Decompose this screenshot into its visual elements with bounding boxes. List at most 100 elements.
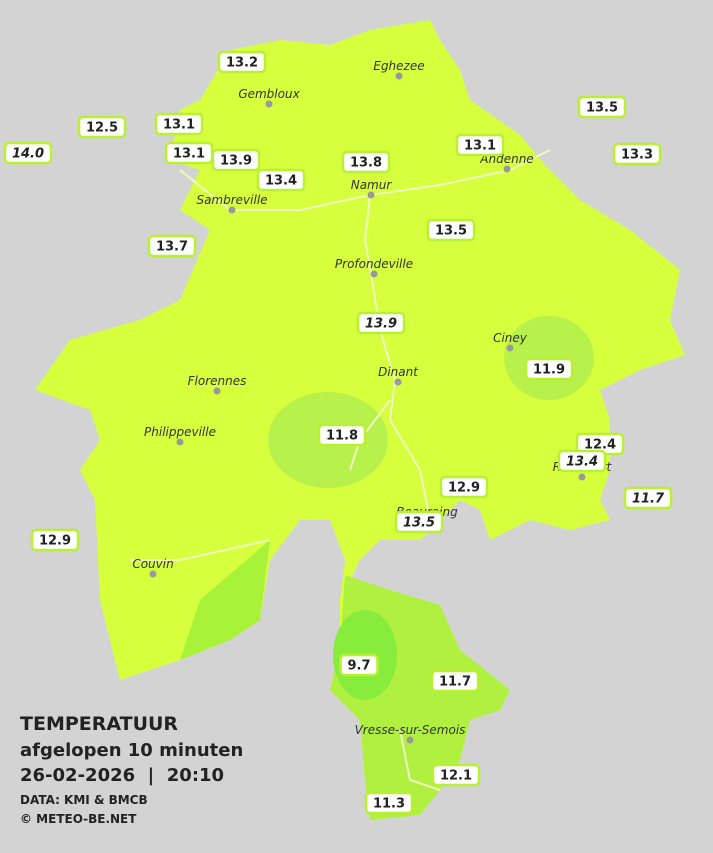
city-dot xyxy=(506,344,514,352)
station-box xyxy=(577,95,627,119)
station-box xyxy=(623,486,673,510)
station-value: 13.3 xyxy=(621,148,653,163)
station: 13.8 xyxy=(341,150,391,174)
station-value: 13.4 xyxy=(566,455,598,470)
station: 13.3 xyxy=(612,142,662,166)
station-value: 11.8 xyxy=(326,429,358,444)
city-label: Sambreville xyxy=(196,193,267,207)
station-value: 13.5 xyxy=(435,224,467,239)
city-label: Profondeville xyxy=(335,257,413,271)
station: 13.9 xyxy=(356,311,406,335)
station-box xyxy=(30,528,80,552)
station: 13.1 xyxy=(455,133,505,157)
city-dot xyxy=(367,191,375,199)
station: 11.8 xyxy=(317,423,367,447)
city-label: Gembloux xyxy=(238,87,300,101)
city-label: Namur xyxy=(351,178,393,192)
city-dot xyxy=(395,72,403,80)
station-box xyxy=(217,50,267,74)
footer-title: TEMPERATUUR xyxy=(20,713,178,735)
city-dot xyxy=(503,165,511,173)
station: 13.5 xyxy=(394,510,444,534)
station-value: 9.7 xyxy=(347,659,370,674)
station-box xyxy=(211,148,261,172)
station-box xyxy=(394,510,444,534)
station: 13.5 xyxy=(577,95,627,119)
city-label: Philippeville xyxy=(144,425,216,439)
station-value: 11.9 xyxy=(533,363,565,378)
station-box xyxy=(431,763,481,787)
station: 11.9 xyxy=(524,357,574,381)
station-value: 13.8 xyxy=(350,156,382,171)
city-dot xyxy=(228,206,236,214)
station-box xyxy=(317,423,367,447)
station-value: 14.0 xyxy=(12,147,44,162)
station-box xyxy=(339,653,379,677)
station-box xyxy=(426,218,476,242)
station-box xyxy=(341,150,391,174)
station-value: 13.7 xyxy=(156,240,188,255)
station-value: 13.1 xyxy=(464,139,496,154)
station-box xyxy=(147,234,197,258)
station-box xyxy=(154,112,204,136)
station-value: 13.5 xyxy=(403,516,435,531)
station-box xyxy=(3,141,53,165)
station-value: 13.5 xyxy=(586,101,618,116)
station-value: 13.1 xyxy=(173,147,205,162)
warm-zone xyxy=(180,540,270,660)
city-label: Florennes xyxy=(188,374,247,388)
station-value: 13.9 xyxy=(220,154,252,169)
station-value: 12.4 xyxy=(584,438,616,453)
city-label: Eghezee xyxy=(373,59,424,73)
station: 11.7 xyxy=(430,669,480,693)
station: 13.4 xyxy=(256,168,306,192)
station: 11.3 xyxy=(364,791,414,815)
station-box xyxy=(439,475,489,499)
station: 12.9 xyxy=(439,475,489,499)
city-dot xyxy=(265,100,273,108)
station: 9.7 xyxy=(339,653,379,677)
station-value: 13.9 xyxy=(365,317,397,332)
city-label: Vresse-sur-Semois xyxy=(355,723,466,737)
station-box xyxy=(256,168,306,192)
city-label: Dinant xyxy=(378,365,419,379)
station-box xyxy=(557,449,607,473)
station-value: 11.7 xyxy=(632,492,665,507)
station: 12.1 xyxy=(431,763,481,787)
station: 13.1 xyxy=(154,112,204,136)
station: 13.4 xyxy=(557,449,607,473)
station: 13.1 xyxy=(164,141,214,165)
footer-source: DATA: KMI & BMCB xyxy=(20,793,148,807)
station-box xyxy=(77,115,127,139)
footer-datetime: 26-02-2026 | 20:10 xyxy=(20,765,224,786)
station: 14.0 xyxy=(3,141,53,165)
station-value: 11.7 xyxy=(439,675,471,690)
city-label: Ciney xyxy=(493,331,528,345)
city-dot xyxy=(213,387,221,395)
city-dot xyxy=(176,438,184,446)
station-value: 11.3 xyxy=(373,797,405,812)
station-value: 13.2 xyxy=(226,56,258,71)
station-box xyxy=(612,142,662,166)
readings: 13.2 13.1 12.5 14.0 13.1 13.9 13.4 13.8 13.1 13.5… xyxy=(3,50,673,815)
station-value: 13.1 xyxy=(163,118,195,133)
station: 13.2 xyxy=(217,50,267,74)
city-dot xyxy=(406,736,414,744)
station: 11.7 xyxy=(623,486,673,510)
footer-period: afgelopen 10 minuten xyxy=(20,740,243,761)
station-box xyxy=(455,133,505,157)
footer-credit: © METEO-BE.NET xyxy=(20,812,137,826)
station: 13.7 xyxy=(147,234,197,258)
station-box xyxy=(356,311,406,335)
station-value: 12.9 xyxy=(39,534,71,549)
city-label: Couvin xyxy=(132,557,173,571)
station: 13.5 xyxy=(426,218,476,242)
city-dot xyxy=(149,570,157,578)
city-dot xyxy=(370,270,378,278)
station-value: 12.5 xyxy=(86,121,118,136)
station-box xyxy=(430,669,480,693)
station: 13.9 xyxy=(211,148,261,172)
station-box xyxy=(364,791,414,815)
station-box xyxy=(524,357,574,381)
